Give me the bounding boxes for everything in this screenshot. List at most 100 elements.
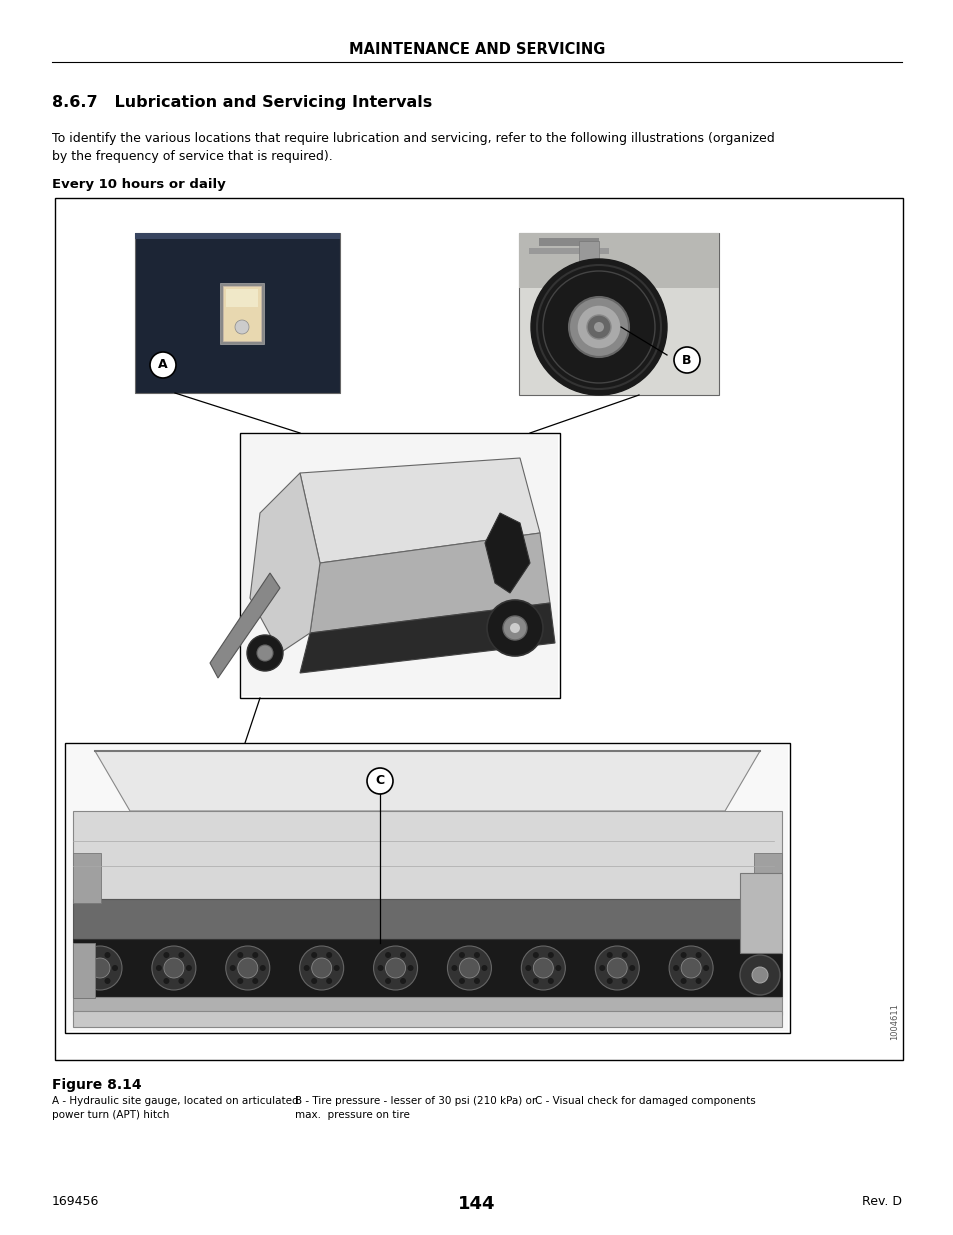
Text: B: B xyxy=(681,353,691,367)
Bar xyxy=(538,238,598,246)
Circle shape xyxy=(311,952,316,958)
Text: Figure 8.14: Figure 8.14 xyxy=(52,1078,141,1092)
Circle shape xyxy=(105,952,111,958)
Circle shape xyxy=(695,978,700,984)
Polygon shape xyxy=(310,534,550,634)
Circle shape xyxy=(459,958,479,978)
Circle shape xyxy=(163,978,170,984)
Circle shape xyxy=(525,965,531,971)
Text: by the frequency of service that is required).: by the frequency of service that is requ… xyxy=(52,149,333,163)
Text: 8.6.7   Lubrication and Servicing Intervals: 8.6.7 Lubrication and Servicing Interval… xyxy=(52,95,432,110)
Text: 144: 144 xyxy=(457,1195,496,1213)
Circle shape xyxy=(234,320,249,333)
Text: C: C xyxy=(375,774,384,788)
Circle shape xyxy=(679,952,686,958)
Bar xyxy=(67,745,787,1031)
Circle shape xyxy=(531,259,666,395)
Circle shape xyxy=(673,347,700,373)
Circle shape xyxy=(237,958,257,978)
Text: To identify the various locations that require lubrication and servicing, refer : To identify the various locations that r… xyxy=(52,132,774,144)
Bar xyxy=(65,743,789,1032)
Circle shape xyxy=(256,645,273,661)
Circle shape xyxy=(334,965,339,971)
Polygon shape xyxy=(299,603,555,673)
Circle shape xyxy=(90,978,95,984)
Circle shape xyxy=(163,952,170,958)
Circle shape xyxy=(680,958,700,978)
Circle shape xyxy=(751,967,767,983)
Circle shape xyxy=(447,946,491,990)
Circle shape xyxy=(252,978,258,984)
Circle shape xyxy=(326,978,332,984)
Circle shape xyxy=(311,978,316,984)
Text: 169456: 169456 xyxy=(52,1195,99,1208)
Circle shape xyxy=(399,978,406,984)
Circle shape xyxy=(673,965,679,971)
Circle shape xyxy=(399,952,406,958)
Circle shape xyxy=(629,965,635,971)
Circle shape xyxy=(547,952,554,958)
Circle shape xyxy=(112,965,118,971)
Text: MAINTENANCE AND SERVICING: MAINTENANCE AND SERVICING xyxy=(349,42,604,57)
Circle shape xyxy=(598,965,604,971)
Bar xyxy=(529,248,608,254)
Circle shape xyxy=(568,296,628,357)
Circle shape xyxy=(326,952,332,958)
Circle shape xyxy=(247,635,283,671)
Text: A: A xyxy=(158,358,168,372)
Bar xyxy=(223,287,261,341)
Circle shape xyxy=(385,958,405,978)
Circle shape xyxy=(78,946,122,990)
Polygon shape xyxy=(484,513,530,593)
Polygon shape xyxy=(210,573,280,678)
Text: 1004611: 1004611 xyxy=(889,1003,899,1040)
Text: A - Hydraulic site gauge, located on articulated: A - Hydraulic site gauge, located on art… xyxy=(52,1095,298,1107)
Bar xyxy=(753,853,781,903)
Bar xyxy=(226,289,257,308)
Circle shape xyxy=(502,616,526,640)
Bar xyxy=(73,899,781,939)
Bar xyxy=(55,198,902,1060)
Bar xyxy=(518,233,719,288)
Text: Rev. D: Rev. D xyxy=(862,1195,901,1208)
Bar xyxy=(135,233,339,240)
Circle shape xyxy=(607,958,626,978)
Polygon shape xyxy=(250,473,319,653)
Polygon shape xyxy=(95,751,760,811)
Circle shape xyxy=(595,946,639,990)
Circle shape xyxy=(164,958,184,978)
Circle shape xyxy=(486,600,542,656)
Circle shape xyxy=(155,965,162,971)
Circle shape xyxy=(695,952,700,958)
Circle shape xyxy=(621,978,627,984)
Circle shape xyxy=(150,352,175,378)
Bar xyxy=(518,233,719,395)
Circle shape xyxy=(237,952,243,958)
Bar xyxy=(242,435,558,697)
Circle shape xyxy=(178,952,184,958)
Text: max.  pressure on tire: max. pressure on tire xyxy=(294,1110,410,1120)
Polygon shape xyxy=(299,458,539,563)
Bar xyxy=(135,233,339,393)
Text: C - Visual check for damaged components: C - Visual check for damaged components xyxy=(535,1095,755,1107)
Circle shape xyxy=(90,952,95,958)
Circle shape xyxy=(474,952,479,958)
Circle shape xyxy=(237,978,243,984)
Circle shape xyxy=(82,965,88,971)
Circle shape xyxy=(303,965,310,971)
Circle shape xyxy=(90,958,110,978)
Circle shape xyxy=(299,946,343,990)
Circle shape xyxy=(520,946,565,990)
Circle shape xyxy=(385,952,391,958)
Circle shape xyxy=(377,965,383,971)
Circle shape xyxy=(252,952,258,958)
Circle shape xyxy=(594,322,603,332)
Circle shape xyxy=(385,978,391,984)
Circle shape xyxy=(407,965,413,971)
Circle shape xyxy=(458,978,464,984)
Text: power turn (APT) hitch: power turn (APT) hitch xyxy=(52,1110,170,1120)
Bar xyxy=(73,944,95,998)
Circle shape xyxy=(451,965,457,971)
Circle shape xyxy=(226,946,270,990)
Bar xyxy=(740,873,781,953)
